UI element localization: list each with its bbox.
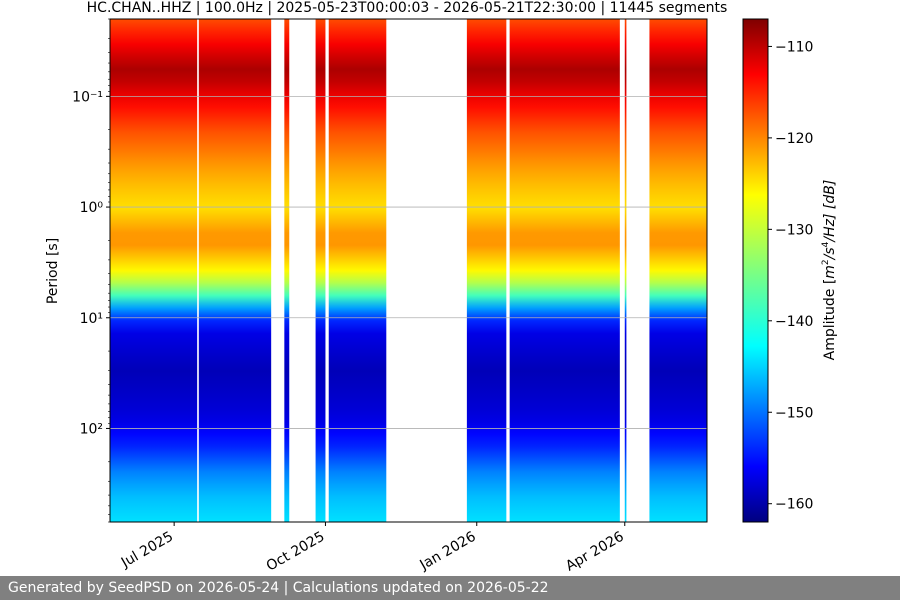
x-tick-label: Jul 2025 xyxy=(118,529,176,572)
data-period-block xyxy=(198,19,272,522)
data-period-block xyxy=(624,19,627,522)
y-axis-label: Period [s] xyxy=(45,238,61,304)
chart-title: HC.CHAN..HHZ | 100.0Hz | 2025-05-23T00:0… xyxy=(87,0,728,16)
plot-frame xyxy=(109,18,708,523)
x-tick-label: Jan 2026 xyxy=(416,529,478,574)
y-axis: 10⁻¹ 10⁰ 10¹ 10² xyxy=(72,18,110,523)
colorbar-tick-label: −150 xyxy=(775,405,813,421)
y-tick-label: 10¹ xyxy=(80,311,103,327)
colorbar-tick-label: −120 xyxy=(775,131,813,147)
colorbar-axis: −110 −120 −130 −140 −150 −160 xyxy=(768,39,813,513)
y-tick-label: 10⁻¹ xyxy=(72,89,103,105)
colorbar xyxy=(742,18,769,523)
data-period-block xyxy=(509,19,620,522)
data-period-block xyxy=(328,19,387,522)
data-period-block xyxy=(284,19,290,522)
y-gridlines xyxy=(110,95,707,429)
spectrogram-heatmap xyxy=(110,19,707,522)
colorbar-label: Amplitude [m2/s4/Hz] [dB] xyxy=(821,180,838,361)
data-period-block xyxy=(110,19,198,522)
colorbar-tick-label: −160 xyxy=(775,497,813,513)
psd-chart: HC.CHAN..HHZ | 100.0Hz | 2025-05-23T00:0… xyxy=(45,0,838,575)
data-period-block xyxy=(315,19,326,522)
footer-bar: Generated by SeedPSD on 2026-05-24 | Cal… xyxy=(0,576,900,600)
x-tick-label: Apr 2026 xyxy=(563,529,627,575)
data-period-block xyxy=(466,19,507,522)
y-tick-label: 10⁰ xyxy=(80,200,104,216)
x-tick-label: Oct 2025 xyxy=(264,529,328,575)
footer-text: Generated by SeedPSD on 2026-05-24 | Cal… xyxy=(8,580,549,596)
colorbar-tick-label: −130 xyxy=(775,222,813,238)
data-period-block xyxy=(649,19,707,522)
x-axis: Jul 2025 Oct 2025 Jan 2026 Apr 2026 xyxy=(118,522,627,575)
colorbar-tick-label: −110 xyxy=(775,39,813,55)
colorbar-tick-label: −140 xyxy=(775,314,813,330)
y-tick-label: 10² xyxy=(80,421,103,437)
